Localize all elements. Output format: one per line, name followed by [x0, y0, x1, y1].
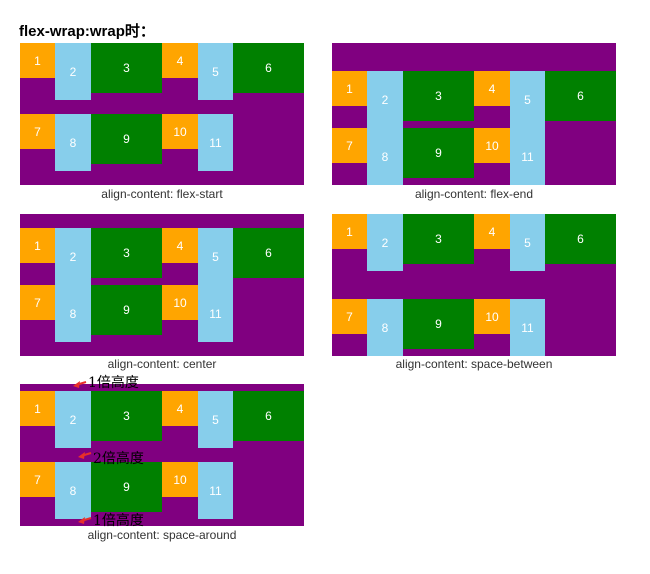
flex-item-10: 10: [162, 114, 198, 149]
flex-item-4: 4: [162, 391, 198, 426]
flex-item-10: 10: [474, 299, 510, 334]
flex-item-1: 1: [20, 228, 55, 263]
flex-item-4: 4: [474, 214, 510, 249]
flex-item-4: 4: [162, 43, 198, 78]
caption-flex-end: align-content: flex-end: [414, 187, 534, 201]
flex-item-5: 5: [510, 214, 545, 271]
flex-item-9: 9: [403, 299, 474, 349]
flex-item-6: 6: [233, 391, 304, 441]
page-title: flex-wrap:wrap时：: [19, 23, 155, 40]
caption-space-around: align-content: space-around: [87, 528, 237, 542]
flex-item-2: 2: [367, 71, 403, 128]
flex-item-7: 7: [20, 285, 55, 320]
flex-item-8: 8: [55, 462, 91, 519]
flex-item-6: 6: [233, 228, 304, 278]
flex-item-2: 2: [55, 228, 91, 285]
flex-container-space-around: 1 2 3 4 5 6 7 8 9 10 11: [20, 384, 304, 526]
flex-item-2: 2: [55, 391, 91, 448]
flex-item-1: 1: [332, 71, 367, 106]
flex-item-2: 2: [55, 43, 91, 100]
flex-item-3: 3: [403, 214, 474, 264]
flex-item-11: 11: [198, 285, 233, 342]
flex-item-8: 8: [55, 285, 91, 342]
flex-item-4: 4: [162, 228, 198, 263]
annotation-label-1: 1倍高度: [88, 375, 139, 391]
caption-flex-start: align-content: flex-start: [101, 187, 223, 201]
flex-item-3: 3: [91, 43, 162, 93]
flex-item-9: 9: [91, 114, 162, 164]
flex-item-10: 10: [162, 462, 198, 497]
caption-space-between: align-content: space-between: [395, 357, 553, 371]
flex-item-5: 5: [198, 228, 233, 285]
flex-item-11: 11: [198, 114, 233, 171]
annotation-label-3: 1倍高度: [93, 513, 144, 529]
flex-container-flex-start: 1 2 3 4 5 6 7 8 9 10 11: [20, 43, 304, 185]
flex-item-1: 1: [20, 391, 55, 426]
flex-item-7: 7: [20, 114, 55, 149]
caption-center: align-content: center: [107, 357, 217, 371]
flex-container-flex-end: 1 2 3 4 5 6 7 8 9 10 11: [332, 43, 616, 185]
flex-item-10: 10: [474, 128, 510, 163]
flex-item-8: 8: [367, 299, 403, 356]
flex-container-center: 1 2 3 4 5 6 7 8 9 10 11: [20, 214, 304, 356]
flex-item-2: 2: [367, 214, 403, 271]
flex-item-3: 3: [91, 391, 162, 441]
flex-item-9: 9: [91, 285, 162, 335]
flex-item-11: 11: [510, 299, 545, 356]
flex-item-8: 8: [367, 128, 403, 185]
flex-item-3: 3: [403, 71, 474, 121]
flex-item-7: 7: [332, 128, 367, 163]
annotation-label-2: 2倍高度: [93, 451, 144, 467]
flex-item-11: 11: [510, 128, 545, 185]
flex-item-6: 6: [545, 214, 616, 264]
flex-container-space-between: 1 2 3 4 5 6 7 8 9 10 11: [332, 214, 616, 356]
flex-item-9: 9: [91, 462, 162, 512]
flex-item-5: 5: [198, 391, 233, 448]
flex-item-9: 9: [403, 128, 474, 178]
flex-item-5: 5: [198, 43, 233, 100]
flex-item-6: 6: [233, 43, 304, 93]
flex-item-4: 4: [474, 71, 510, 106]
flex-item-7: 7: [20, 462, 55, 497]
flex-item-10: 10: [162, 285, 198, 320]
flex-item-1: 1: [332, 214, 367, 249]
flex-item-7: 7: [332, 299, 367, 334]
flex-item-3: 3: [91, 228, 162, 278]
flex-item-11: 11: [198, 462, 233, 519]
flex-item-1: 1: [20, 43, 55, 78]
flex-item-6: 6: [545, 71, 616, 121]
flex-item-5: 5: [510, 71, 545, 128]
flex-item-8: 8: [55, 114, 91, 171]
